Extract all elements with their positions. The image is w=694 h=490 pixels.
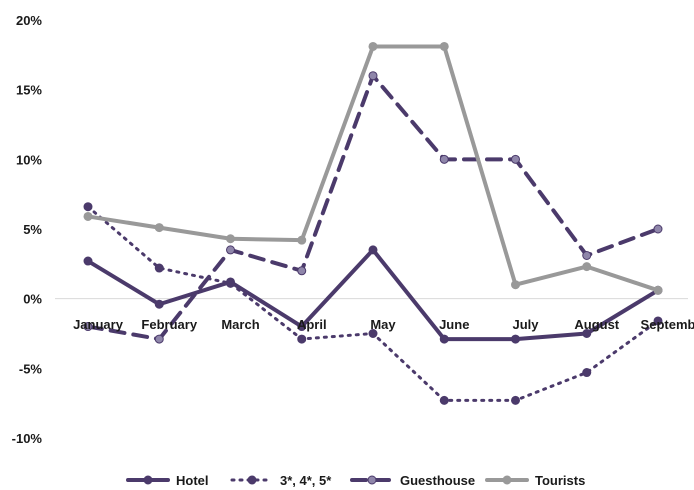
data-point — [511, 154, 520, 164]
data-point — [83, 202, 93, 212]
x-tick-label: August — [574, 317, 619, 332]
data-point — [154, 334, 164, 344]
data-point — [439, 41, 449, 51]
legend-label: Guesthouse — [400, 473, 475, 488]
data-point — [368, 41, 378, 51]
legend-marker — [367, 475, 377, 485]
y-tick-label: -10% — [12, 431, 43, 446]
y-tick-label: -5% — [19, 361, 43, 376]
data-point — [439, 334, 449, 344]
data-point — [439, 395, 449, 405]
y-tick-label: 20% — [16, 13, 42, 28]
legend-marker — [143, 475, 153, 485]
data-point — [582, 262, 592, 272]
data-point — [439, 154, 449, 164]
data-point — [297, 235, 307, 245]
data-point — [511, 280, 520, 290]
x-tick-label: May — [370, 317, 396, 332]
x-tick-label: April — [297, 317, 327, 332]
legend-marker — [247, 475, 257, 485]
legend-label: Hotel — [176, 473, 209, 488]
data-point — [154, 299, 164, 309]
legend-label: 3*, 4*, 5* — [280, 473, 332, 488]
data-point — [511, 395, 520, 405]
data-point — [297, 334, 307, 344]
data-point — [653, 224, 663, 234]
data-point — [226, 278, 235, 288]
data-point — [582, 368, 592, 378]
data-point — [653, 316, 663, 326]
x-tick-label: January — [73, 317, 124, 332]
x-tick-label: March — [221, 317, 259, 332]
y-tick-label: 10% — [16, 152, 42, 167]
data-point — [83, 256, 93, 266]
legend-marker — [502, 475, 512, 485]
x-tick-label: June — [439, 317, 469, 332]
data-point — [154, 263, 164, 273]
data-point — [83, 322, 93, 332]
data-point — [226, 234, 235, 244]
data-point — [368, 71, 378, 81]
data-point — [582, 250, 592, 260]
y-tick-label: 5% — [23, 222, 42, 237]
data-point — [368, 245, 378, 255]
legend-label: Tourists — [535, 473, 585, 488]
data-point — [154, 223, 164, 233]
y-tick-label: 15% — [16, 83, 42, 98]
data-point — [653, 285, 663, 295]
y-tick-label: 0% — [23, 292, 42, 307]
data-point — [297, 266, 307, 276]
data-point — [226, 245, 235, 255]
x-tick-label: Septemb — [641, 317, 694, 332]
data-point — [511, 334, 520, 344]
x-tick-label: July — [512, 317, 539, 332]
data-point — [297, 322, 307, 332]
data-point — [83, 211, 93, 221]
data-point — [582, 329, 592, 338]
x-tick-label: February — [141, 317, 197, 332]
data-point — [368, 329, 378, 338]
